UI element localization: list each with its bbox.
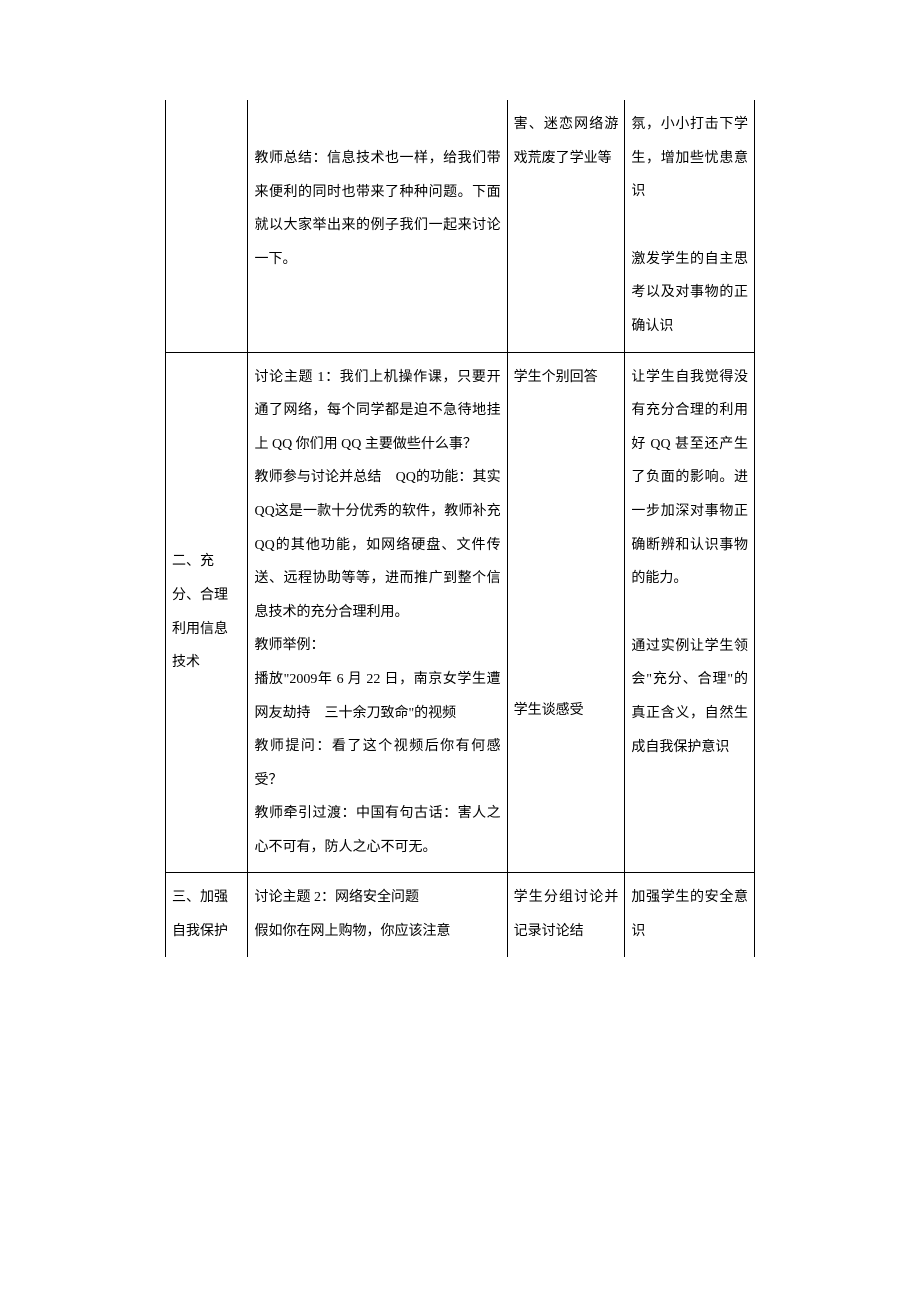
teacher-activity-text: 假如你在网上购物，你应该注意 (254, 915, 500, 949)
student-activity-text: 学生个别回答 (514, 361, 619, 395)
teacher-activity-cell: 讨论主题 2：网络安全问题 假如你在网上购物，你应该注意 (248, 873, 507, 957)
teacher-activity-text: 教师举例： (254, 629, 500, 663)
teacher-activity-cell: 教师总结：信息技术也一样，给我们带来便利的同时也带来了种种问题。下面就以大家举出… (248, 100, 507, 352)
design-intent-cell: 让学生自我觉得没有充分合理的利用好 QQ 甚至还产生了负面的影响。进一步加深对事… (625, 352, 755, 873)
section-label-cell: 二、充分、合理利用信息技术 (166, 352, 248, 873)
teacher-activity-text: 教师参与讨论并总结 QQ的功能：其实 QQ这是一款十分优秀的软件，教师补充 QQ… (254, 461, 500, 629)
lesson-plan-table: 教师总结：信息技术也一样，给我们带来便利的同时也带来了种种问题。下面就以大家举出… (165, 100, 755, 957)
teacher-activity-text: 教师牵引过渡：中国有句古话：害人之心不可有，防人之心不可无。 (254, 797, 500, 864)
teacher-activity-cell: 讨论主题 1：我们上机操作课，只要开通了网络，每个同学都是迫不急待地挂上 QQ … (248, 352, 507, 873)
table-row: 二、充分、合理利用信息技术 讨论主题 1：我们上机操作课，只要开通了网络，每个同… (166, 352, 755, 873)
design-intent-text: 通过实例让学生领会"充分、合理"的真正含义，自然生成自我保护意识 (631, 630, 748, 764)
student-activity-text: 学生谈感受 (514, 694, 619, 728)
teacher-activity-text: 讨论主题 2：网络安全问题 (254, 881, 500, 915)
student-activity-text: 学生分组讨论并记录讨论结 (514, 881, 619, 948)
student-activity-cell: 学生分组讨论并记录讨论结 (507, 873, 625, 957)
student-activity-cell: 学生个别回答 学生谈感受 (507, 352, 625, 873)
student-activity-text: 害、迷恋网络游戏荒废了学业等 (514, 108, 619, 175)
section-label-cell: 三、加强自我保护 (166, 873, 248, 957)
section-label-cell (166, 100, 248, 352)
teacher-activity-text: 教师总结：信息技术也一样，给我们带来便利的同时也带来了种种问题。下面就以大家举出… (254, 142, 500, 276)
design-intent-text: 加强学生的安全意识 (631, 881, 748, 948)
design-intent-cell: 氛，小小打击下学生，增加些忧患意识 激发学生的自主思考以及对事物的正确认识 (625, 100, 755, 352)
teacher-activity-text: 播放"2009年 6 月 22 日，南京女学生遭网友劫持 三十余刀致命"的视频 (254, 663, 500, 730)
teacher-activity-text: 讨论主题 1：我们上机操作课，只要开通了网络，每个同学都是迫不急待地挂上 QQ … (254, 361, 500, 462)
section-label: 三、加强自我保护 (172, 890, 228, 939)
design-intent-cell: 加强学生的安全意识 (625, 873, 755, 957)
design-intent-text: 让学生自我觉得没有充分合理的利用好 QQ 甚至还产生了负面的影响。进一步加深对事… (631, 361, 748, 596)
table-row: 教师总结：信息技术也一样，给我们带来便利的同时也带来了种种问题。下面就以大家举出… (166, 100, 755, 352)
table-row: 三、加强自我保护 讨论主题 2：网络安全问题 假如你在网上购物，你应该注意 学生… (166, 873, 755, 957)
teacher-activity-text: 教师提问：看了这个视频后你有何感受？ (254, 730, 500, 797)
design-intent-text: 氛，小小打击下学生，增加些忧患意识 (631, 108, 748, 209)
student-activity-cell: 害、迷恋网络游戏荒废了学业等 (507, 100, 625, 352)
design-intent-text: 激发学生的自主思考以及对事物的正确认识 (631, 243, 748, 344)
section-label: 二、充分、合理利用信息技术 (172, 554, 228, 670)
